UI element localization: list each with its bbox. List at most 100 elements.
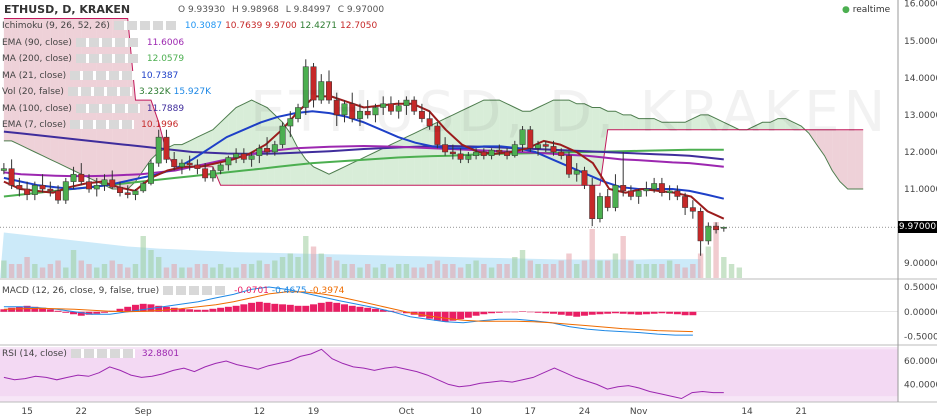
candle-body (109, 179, 116, 188)
ichimoku-cloud-segment (538, 103, 546, 186)
legend-controls-icon[interactable] (70, 70, 135, 80)
volume-bar (581, 260, 588, 278)
candle-body (287, 118, 294, 127)
volume-bar (341, 264, 348, 278)
candle-body (635, 190, 642, 197)
candle-body (8, 168, 15, 186)
macd-pane[interactable] (0, 286, 898, 336)
macd-histogram-bar (658, 311, 666, 314)
legend-controls-icon[interactable] (113, 21, 178, 30)
indicator-legend-row[interactable]: MA (200, close) 12.0579 (2, 53, 184, 66)
time-axis-tick: 10 (470, 407, 482, 417)
candle-body (566, 155, 572, 175)
ichimoku-cloud-segment (514, 107, 523, 186)
time-axis-tick: Sep (135, 407, 152, 417)
candle-body (117, 186, 123, 193)
candle-body (542, 144, 549, 147)
rsi-line (3, 348, 724, 400)
volume-bar (388, 267, 394, 278)
volume-bar (612, 253, 619, 278)
legend-value: 32.8801 (141, 349, 180, 359)
candle-body (86, 181, 92, 190)
macd-histogram-bar (604, 311, 612, 314)
macd-histogram-bar (348, 305, 356, 312)
volume-bar (496, 264, 503, 278)
ichimoku-cloud-segment (298, 148, 306, 186)
legend-controls-icon[interactable] (163, 286, 228, 295)
volume-bar (411, 267, 417, 278)
macd-histogram-bar (565, 311, 573, 316)
legend-label: Vol (20, false) (2, 87, 64, 97)
macd-histogram-bar (155, 305, 163, 312)
realtime-indicator[interactable]: ● realtime (842, 5, 890, 15)
volume-bar (233, 267, 239, 278)
candle-body (442, 144, 449, 153)
volume-bar (736, 267, 743, 278)
indicator-legend-row[interactable]: EMA (7, close) 10.1996 (2, 119, 178, 132)
indicator-legend-row[interactable]: Vol (20, false) 3.232K 15.927K (2, 86, 211, 99)
volume-bar (179, 267, 185, 278)
indicator-legend-row[interactable]: MA (100, close) 11.7889 (2, 103, 184, 116)
ichimoku-cloud-segment (855, 129, 864, 190)
legend-value: 9.9700 (265, 21, 297, 31)
legend-value: 11.7889 (146, 103, 185, 114)
volume-bar (395, 264, 402, 278)
ichimoku-cloud-segment (638, 118, 647, 130)
chart-symbol-title[interactable]: ETHUSD, D, KRAKEN (4, 3, 131, 16)
ma-line (3, 95, 725, 220)
rsi-pane[interactable] (0, 347, 898, 402)
macd-histogram-bar (503, 311, 511, 313)
macd-histogram-bar (488, 311, 496, 314)
candle-body (620, 185, 627, 192)
ichimoku-cloud-segment (390, 140, 399, 186)
legend-value: 12.7050 (340, 21, 378, 31)
candle-body (697, 211, 704, 242)
candle-body (411, 99, 418, 112)
legend-controls-icon[interactable] (70, 349, 135, 358)
candle-body (674, 190, 681, 197)
volume-bar (473, 260, 479, 278)
ichimoku-cloud-segment (778, 118, 786, 130)
legend-controls-icon[interactable] (75, 54, 140, 63)
candle-body (643, 188, 650, 192)
indicator-legend-row[interactable]: Ichimoku (9, 26, 52, 26) 10.3087 10.7639 9.… (2, 20, 377, 33)
ichimoku-cloud-segment (677, 122, 686, 130)
legend-value: 11.6006 (146, 37, 185, 48)
macd-histogram-bar (131, 304, 139, 312)
volume-bar (125, 267, 131, 278)
rsi-legend[interactable]: RSI (14, close) 32.8801 (2, 348, 179, 361)
legend-controls-icon[interactable] (70, 120, 135, 129)
candle-body (627, 190, 634, 197)
price-pane[interactable] (0, 18, 898, 279)
indicator-legend-row[interactable]: EMA (90, close) 11.6006 (2, 37, 184, 50)
time-axis-tick: 24 (579, 407, 591, 417)
ichimoku-cloud-segment (259, 103, 268, 186)
candle-body (465, 155, 472, 160)
ichimoku-cloud-segment (321, 170, 330, 186)
volume-bar (225, 267, 232, 278)
volume-bar (47, 264, 54, 278)
macd-histogram-bar (224, 306, 232, 312)
legend-controls-icon[interactable] (75, 37, 140, 47)
candle-body (202, 168, 209, 179)
volume-bar (39, 267, 46, 278)
candle-body (279, 125, 286, 145)
legend-controls-icon[interactable] (75, 103, 140, 113)
candle-body (488, 149, 495, 156)
candle-body (612, 185, 619, 208)
indicator-legend-row[interactable]: MA (21, close) 10.7387 (2, 70, 178, 83)
legend-value: 3.232K (138, 87, 171, 97)
macd-legend[interactable]: MACD (12, 26, close, 9, false, true) -0.0… (2, 285, 344, 298)
volume-bar (574, 264, 580, 278)
macd-histogram-bar (534, 311, 542, 313)
legend-controls-icon[interactable] (67, 87, 132, 96)
ichimoku-cloud-segment (839, 129, 848, 190)
candle-body (480, 151, 487, 156)
macd-histogram-bar (8, 307, 16, 312)
macd-histogram-bar (201, 309, 209, 312)
macd-histogram-bar (0, 309, 8, 312)
time-axis-tick: 22 (76, 407, 87, 417)
macd-histogram-bar (627, 311, 635, 315)
